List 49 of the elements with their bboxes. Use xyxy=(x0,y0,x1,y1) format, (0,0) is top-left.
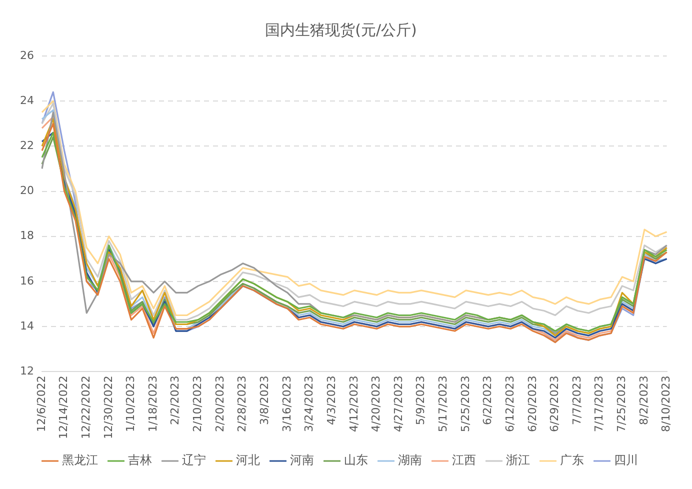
x-tick-label: 6/2/2023 xyxy=(481,376,494,426)
y-tick-label: 24 xyxy=(20,94,34,107)
x-tick-label: 4/27/2023 xyxy=(392,376,405,432)
y-tick-label: 26 xyxy=(20,48,34,62)
y-tick-label: 14 xyxy=(20,319,34,332)
x-tick-label: 8/2/2023 xyxy=(637,376,650,426)
x-tick-label: 3/8/2023 xyxy=(258,376,271,426)
x-tick-label: 12/14/2022 xyxy=(57,376,70,440)
legend-label: 黑龙江 xyxy=(62,453,98,468)
x-tick-label: 12/6/2022 xyxy=(34,376,48,432)
chart-title: 国内生猪现货(元/公斤) xyxy=(265,20,417,39)
x-tick-label: 6/20/2023 xyxy=(526,376,539,432)
legend-label: 江西 xyxy=(452,453,476,468)
y-tick-label: 12 xyxy=(20,364,34,378)
x-tick-label: 2/10/2023 xyxy=(191,376,204,432)
legend-label: 湖南 xyxy=(398,453,422,468)
y-tick-label: 22 xyxy=(20,139,34,152)
x-tick-label: 6/29/2023 xyxy=(548,376,562,432)
x-tick-label: 1/18/2023 xyxy=(146,376,160,432)
x-tick-label: 2/20/2023 xyxy=(213,376,226,432)
x-tick-label: 3/24/2023 xyxy=(302,376,316,432)
legend-label: 河南 xyxy=(290,453,314,468)
x-tick-label: 8/10/2023 xyxy=(660,376,673,432)
x-tick-label: 2/2/2023 xyxy=(168,376,182,426)
legend-label: 吉林 xyxy=(128,453,152,468)
x-tick-label: 12/22/2022 xyxy=(79,376,92,440)
x-tick-label: 7/17/2023 xyxy=(592,376,606,432)
legend-label: 四川 xyxy=(614,453,638,468)
x-tick-label: 5/9/2023 xyxy=(414,376,428,426)
x-tick-label: 1/10/2023 xyxy=(124,376,138,432)
y-tick-label: 16 xyxy=(20,274,34,288)
x-tick-label: 4/20/2023 xyxy=(370,376,383,432)
legend-label: 辽宁 xyxy=(182,453,206,468)
x-tick-label: 4/3/2023 xyxy=(324,376,338,426)
y-tick-label: 18 xyxy=(20,229,34,242)
x-tick-label: 7/7/2023 xyxy=(570,376,584,426)
x-tick-label: 7/25/2023 xyxy=(615,376,628,432)
legend-label: 广东 xyxy=(560,453,584,468)
x-tick-label: 3/16/2023 xyxy=(280,376,294,432)
legend-label: 浙江 xyxy=(506,453,530,468)
x-tick-label: 5/17/2023 xyxy=(436,376,450,432)
legend-label: 山东 xyxy=(344,453,368,468)
x-tick-label: 5/25/2023 xyxy=(458,376,472,432)
x-tick-label: 4/12/2023 xyxy=(347,376,360,432)
x-tick-label: 2/28/2023 xyxy=(236,376,249,432)
legend-label: 河北 xyxy=(236,453,260,468)
x-tick-label: 6/12/2023 xyxy=(503,376,516,432)
x-tick-label: 12/30/2022 xyxy=(102,376,115,440)
y-tick-label: 20 xyxy=(20,184,34,198)
